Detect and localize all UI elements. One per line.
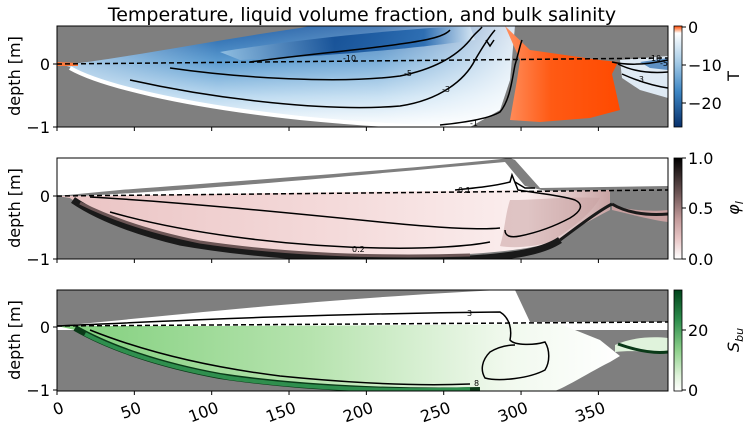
- figure-title: Temperature, liquid volume fraction, and…: [107, 4, 616, 26]
- colorbar-tick-label: 1.0: [688, 149, 713, 168]
- y-axis: 0 −1 depth [m]: [5, 300, 57, 400]
- ice-top-white: [80, 162, 550, 198]
- y-axis-label: depth [m]: [5, 300, 24, 380]
- contour-line: [485, 39, 495, 48]
- bottom-rim-mid: [84, 332, 471, 391]
- colorbar-tick-label: −20: [688, 94, 722, 113]
- x-ticks-upper: [56, 127, 599, 263]
- y-axis: 0 −1 depth [m]: [5, 36, 57, 137]
- contour-line: [89, 196, 501, 230]
- contour-line: [169, 26, 483, 81]
- contour-label: -1: [470, 119, 478, 128]
- contour-line: [249, 29, 451, 63]
- contour-label: -3: [636, 75, 644, 84]
- y-tick-label: −1: [26, 250, 50, 269]
- panel-liquid-fraction: 0.1 0.2 0 −1 depth [m] 1.0 0.5 0.0 φl: [5, 149, 745, 269]
- colorbar-tick-label: 0.0: [688, 250, 713, 269]
- contour-line: [109, 211, 491, 249]
- panel-temperature: -10 -5 -3 -1 -10 -5 -3 0 −1 depth [m] 0 …: [5, 18, 743, 137]
- y-axis-label: depth [m]: [5, 168, 24, 248]
- contour-label: -10: [343, 54, 356, 63]
- axes-frame: [56, 157, 669, 260]
- colorbar-tick-label: 0: [688, 381, 698, 400]
- contour-line: [617, 63, 668, 74]
- contour-label: 0.2: [352, 245, 365, 254]
- x-tick-label: 0: [50, 398, 66, 419]
- contour-line: [514, 181, 535, 189]
- y-tick-label: −1: [26, 118, 50, 137]
- y-tick-label: 0: [40, 318, 50, 337]
- contour-label: -3: [442, 85, 450, 94]
- colorbar-tick-label: −10: [688, 56, 722, 75]
- colorbar-label: φl: [724, 201, 745, 215]
- axes-frame: [56, 25, 669, 128]
- contour-line: [454, 172, 582, 238]
- y-tick-label: 0: [40, 187, 50, 206]
- contour-label: 8: [474, 379, 479, 388]
- contour-label: -5: [404, 69, 412, 78]
- sea-level-line: [57, 57, 668, 65]
- colorbar-tick-label: 0.5: [688, 199, 713, 218]
- sea-level-line: [57, 189, 668, 197]
- right-edge-dark: [559, 202, 613, 242]
- y-axis: 0 −1 depth [m]: [5, 168, 57, 269]
- x-tick-label: 100: [186, 398, 221, 426]
- colorbar-label: T: [724, 71, 743, 82]
- x-tick-label: 50: [118, 398, 144, 423]
- ice-top-white: [57, 158, 668, 196]
- colorbar-liquid-fraction: 1.0 0.5 0.0 φl: [673, 149, 745, 269]
- panel-bulk-salinity: 3 8 0 −1 depth [m] 0 50 100 150 200 250 300 350…: [5, 289, 745, 426]
- axes-frame: [56, 289, 669, 392]
- x-tick-label: 300: [495, 398, 530, 426]
- colorbar-bulk-salinity: 20 0 Sbu: [673, 289, 745, 400]
- y-axis-label: depth [m]: [5, 36, 24, 116]
- colorbar-temperature: 0 −10 −20 T: [673, 18, 743, 128]
- y-tick-label: 0: [40, 55, 50, 74]
- contour-line: [129, 29, 496, 109]
- ice-cold-top: [220, 26, 475, 60]
- y-tick-label: −1: [26, 381, 50, 400]
- contour-line: [439, 39, 523, 126]
- contour-label: -10: [648, 54, 661, 63]
- ice-temperature-shade: [57, 26, 515, 127]
- contour-line: [89, 329, 471, 386]
- colorbar-tick-label: 0: [688, 18, 698, 37]
- colorbar-tick-label: 20: [688, 321, 708, 340]
- x-tick-label: 350: [573, 398, 608, 426]
- colorbar-label: Sbu: [724, 328, 745, 352]
- x-tick-label: 250: [418, 398, 453, 426]
- x-tick-label: 200: [341, 398, 376, 426]
- sea-level-line: [57, 321, 668, 327]
- bottom-rim-dark: [71, 197, 562, 259]
- right-ice-rim: [617, 342, 668, 354]
- bulk-salinity-field: [57, 324, 620, 391]
- x-tick-label: 150: [263, 398, 298, 426]
- contour-label: 0.1: [458, 186, 471, 195]
- contour-label: -5: [660, 59, 668, 68]
- contour-line: [57, 311, 550, 381]
- contour-line: [611, 59, 668, 65]
- contour-line: [621, 73, 668, 89]
- x-axis: 0 50 100 150 200 250 300 350: [50, 391, 608, 426]
- bottom-rim-mid: [79, 201, 471, 258]
- contour-label: 3: [467, 309, 472, 318]
- right-ice-rim: [611, 202, 668, 216]
- warm-water-region: [505, 26, 620, 122]
